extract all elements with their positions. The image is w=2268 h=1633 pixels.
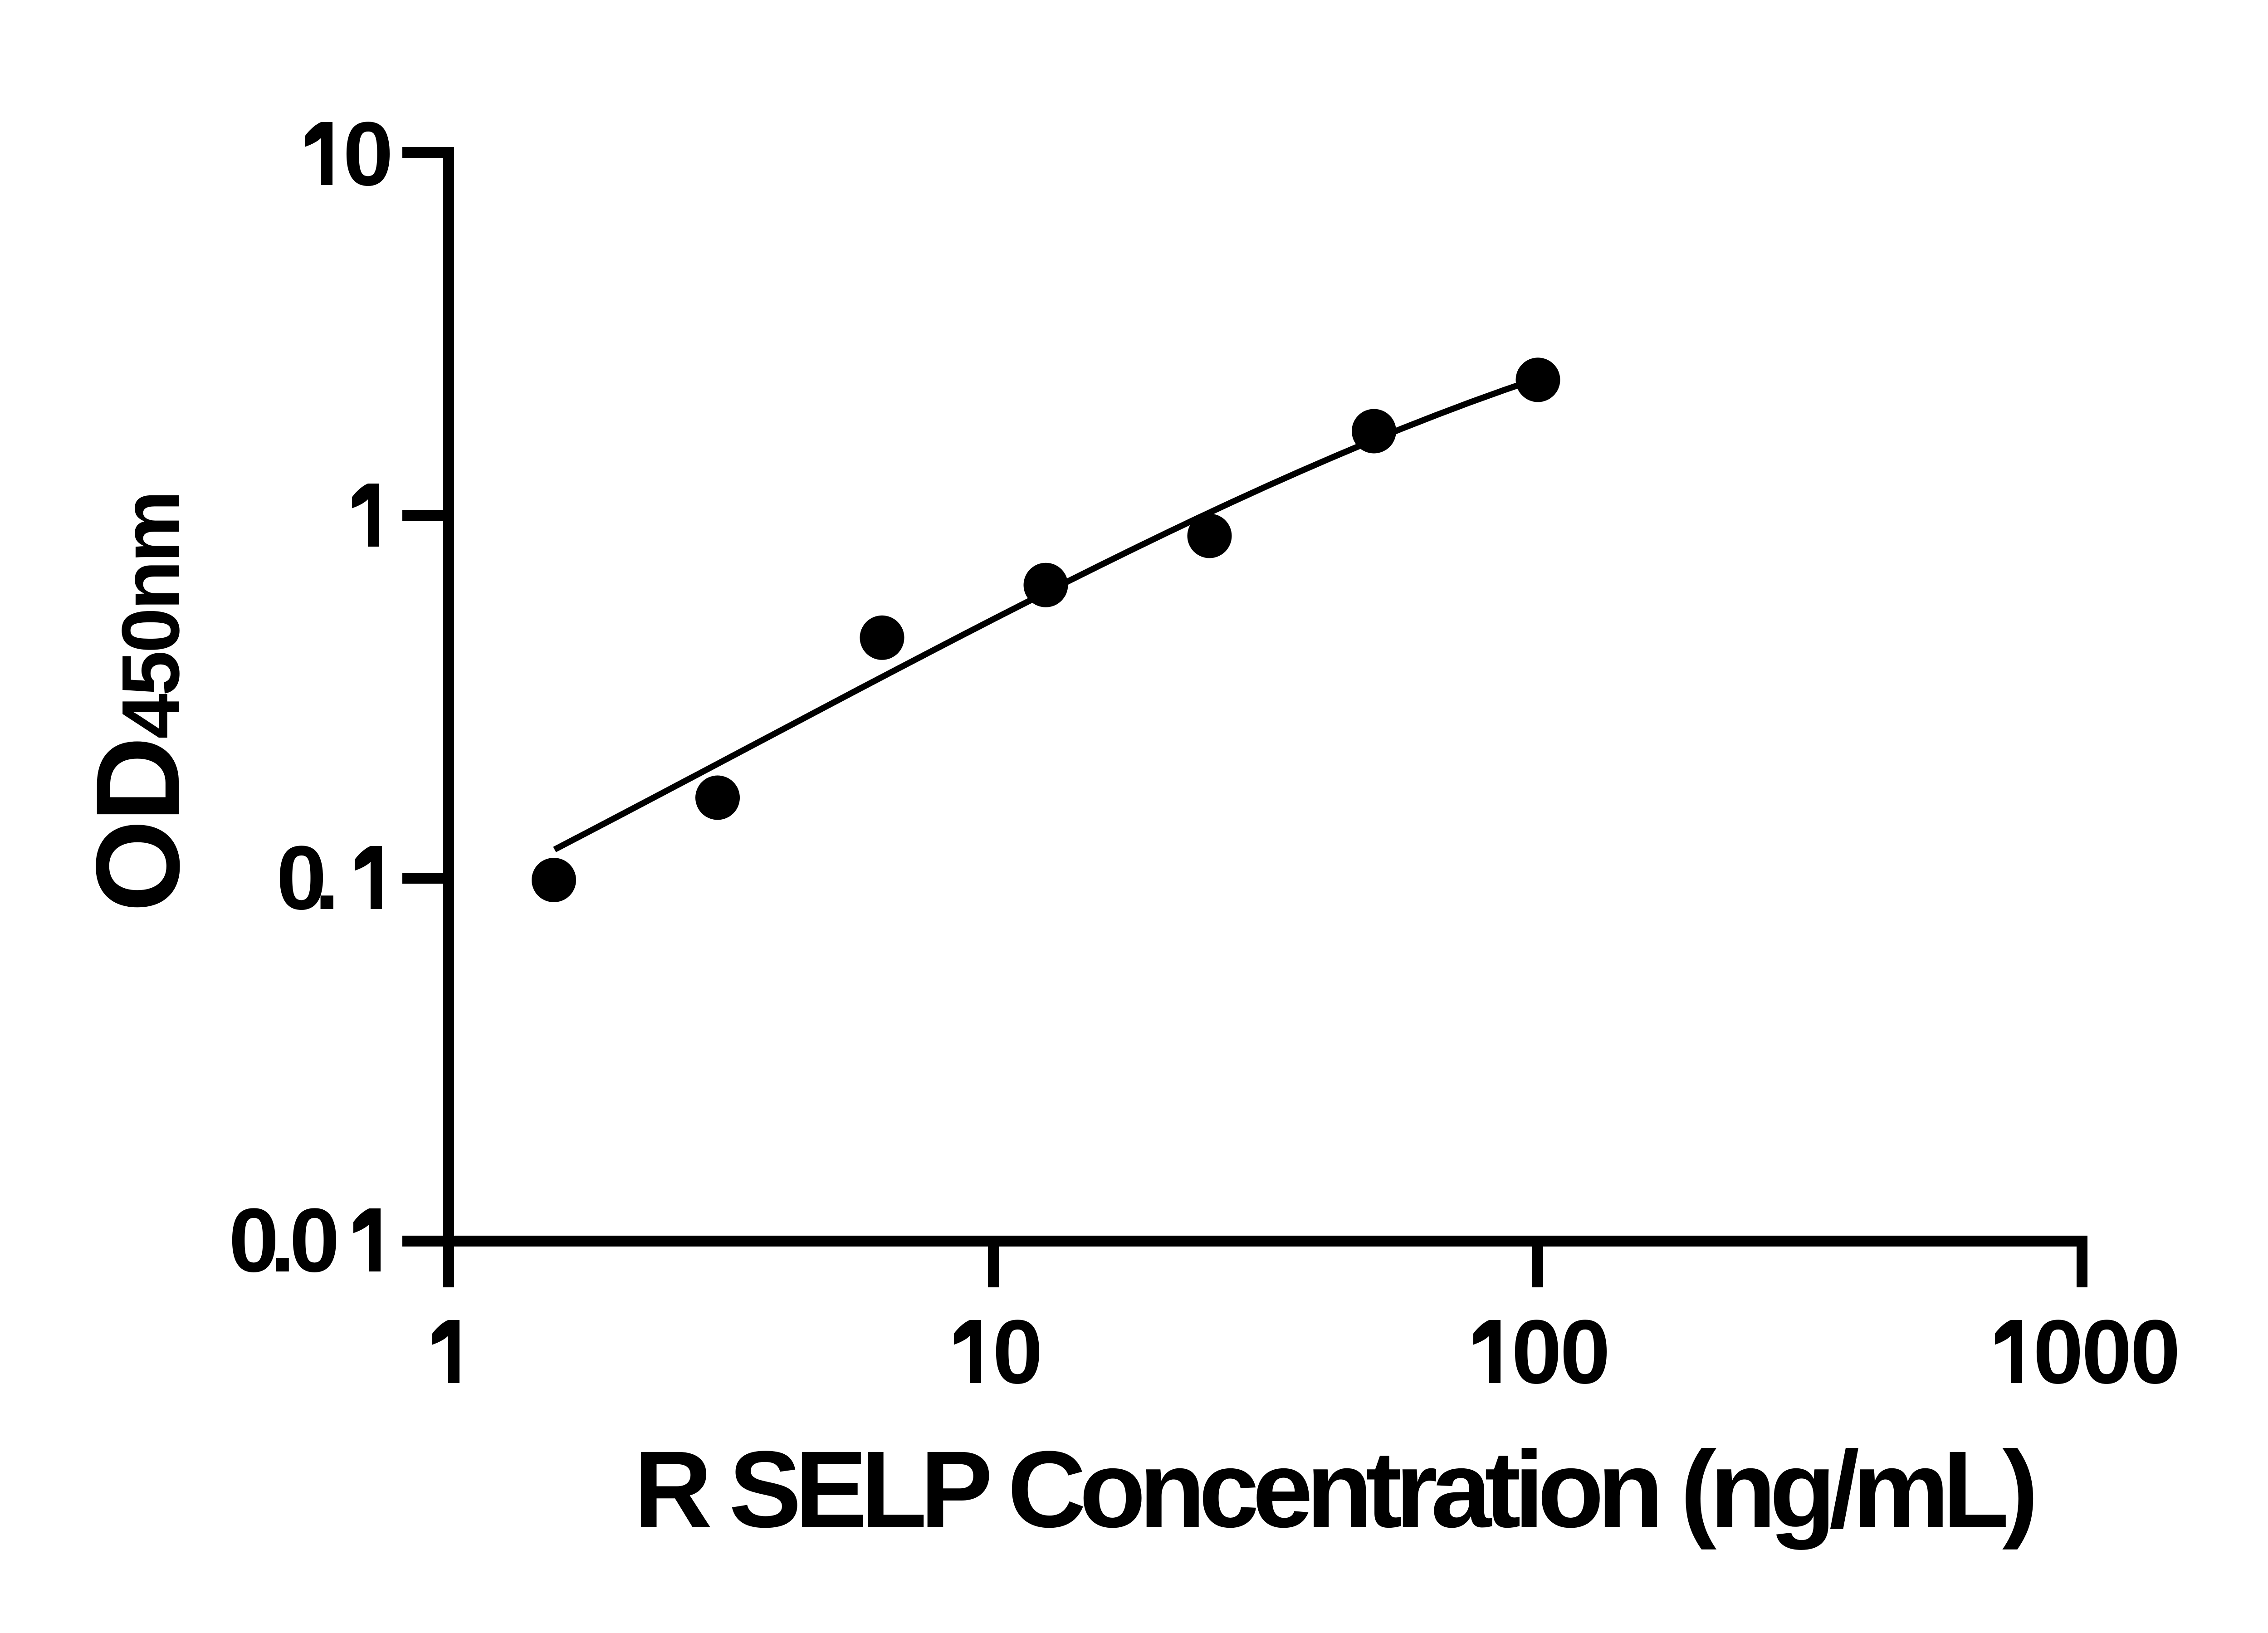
svg-text:0: 0 (276, 827, 327, 929)
svg-text:OD450nm: OD450nm (71, 493, 204, 912)
svg-text:.: . (314, 827, 340, 929)
svg-text:0: 0 (343, 103, 393, 205)
svg-text:.: . (270, 1190, 295, 1291)
svg-text:0: 0 (289, 1190, 340, 1291)
svg-text:0: 0 (2082, 1301, 2132, 1403)
svg-text:0: 0 (2033, 1301, 2083, 1403)
svg-text:0: 0 (1560, 1301, 1610, 1403)
svg-text:0: 0 (1511, 1301, 1562, 1403)
svg-text:0: 0 (229, 1190, 279, 1291)
svg-text:0: 0 (992, 1301, 1043, 1403)
svg-text:R SELP Concentration (ng/mL): R SELP Concentration (ng/mL) (634, 1428, 2033, 1550)
svg-text:0: 0 (2130, 1301, 2180, 1403)
